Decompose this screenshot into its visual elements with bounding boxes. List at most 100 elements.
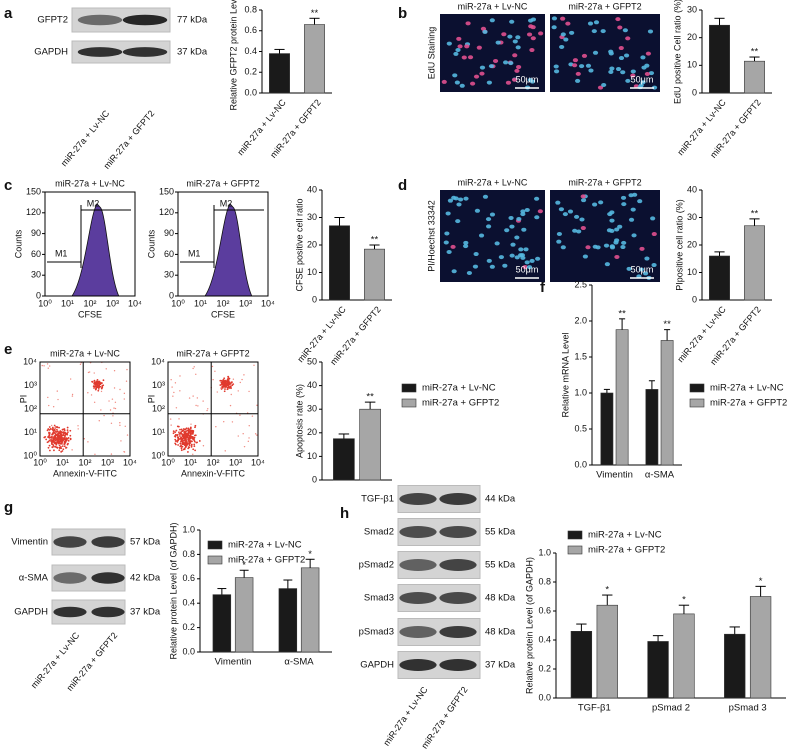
cell-nucleus: [473, 74, 480, 79]
event-dot: [187, 433, 190, 435]
y-tick-label: 10³: [152, 380, 165, 390]
cell-nucleus: [580, 194, 586, 199]
blot-band: [399, 526, 437, 538]
event-dot: [187, 451, 189, 453]
plot-frame: [167, 361, 259, 457]
event-dot: [100, 390, 103, 393]
cell-nucleus: [485, 224, 492, 229]
event-dot: [123, 392, 126, 395]
legend-swatch: [689, 383, 705, 393]
y-tick-label: 0.8: [182, 549, 195, 559]
x-tick-label: 10¹: [184, 457, 197, 467]
event-dot: [94, 453, 96, 455]
image-title: miR-27a + Lv-NC: [458, 1, 528, 11]
significance: **: [751, 47, 759, 58]
image-side-label: EdU Staining: [426, 27, 436, 80]
event-dot: [97, 387, 100, 390]
cell-nucleus: [520, 255, 526, 260]
plot-title: miR-27a + GFPT2: [186, 178, 259, 188]
legend-label: miR-27a + GFPT2: [228, 555, 305, 566]
cell-nucleus: [467, 55, 474, 60]
protein-label: pSmad3: [359, 627, 394, 638]
event-dot: [175, 407, 178, 409]
y-tick-label: 2.0: [574, 315, 587, 325]
kda-label: 44 kDa: [485, 494, 516, 505]
event-dot: [113, 407, 115, 409]
event-dot: [171, 386, 173, 388]
event-dot: [192, 453, 194, 456]
x-tick-label: 10⁰: [171, 298, 185, 308]
event-dot: [181, 442, 184, 445]
event-dot: [229, 404, 232, 407]
cell-nucleus: [455, 219, 461, 224]
event-dot: [183, 436, 186, 438]
cell-nucleus: [474, 208, 481, 213]
cell-nucleus: [638, 267, 644, 272]
y-tick-label: 50: [307, 356, 317, 366]
plot-frame: [39, 361, 131, 457]
cell-nucleus: [580, 226, 586, 231]
cell-nucleus: [609, 218, 615, 223]
cell-nucleus: [503, 60, 509, 65]
bar: [744, 60, 765, 94]
event-dot: [59, 430, 62, 432]
cell-nucleus: [560, 16, 566, 21]
y-tick-label: 10⁴: [23, 356, 37, 366]
legend-label: miR-27a + Lv-NC: [228, 540, 302, 551]
y-tick-label: 0.0: [244, 87, 257, 97]
blot-band: [439, 626, 477, 638]
event-dot: [114, 407, 117, 410]
event-dot: [256, 404, 258, 406]
cell-nucleus: [620, 245, 626, 250]
y-tick-label: 10: [307, 451, 317, 461]
x-tick-label: 10⁴: [128, 298, 142, 308]
event-dot: [87, 441, 89, 443]
event-dot: [99, 381, 102, 384]
event-dot: [69, 378, 72, 380]
event-dot: [114, 401, 117, 403]
event-dot: [93, 382, 96, 385]
kda-label: 48 kDa: [485, 627, 516, 638]
y-tick-label: 0: [312, 474, 317, 484]
x-tick-label: 10²: [83, 298, 96, 308]
y-tick-label: 0.5: [574, 423, 587, 433]
bar: [300, 567, 320, 653]
x-axis-label: Annexin-V-FITC: [53, 468, 118, 478]
event-dot: [195, 404, 197, 407]
event-dot: [64, 431, 67, 434]
blot-band: [399, 659, 437, 671]
y-tick-label: 0: [692, 87, 697, 97]
cell-nucleus: [575, 78, 581, 83]
event-dot: [52, 429, 55, 431]
event-dot: [169, 418, 172, 420]
event-dot: [230, 393, 232, 396]
event-dot: [55, 443, 58, 446]
cell-nucleus: [576, 229, 582, 234]
plot-frame: [177, 191, 269, 297]
event-dot: [220, 387, 222, 389]
y-tick-label: 0.0: [538, 692, 551, 702]
cell-nucleus: [585, 63, 592, 68]
significance: **: [751, 208, 759, 219]
cell-nucleus: [457, 44, 463, 49]
event-dot: [61, 431, 64, 434]
cell-nucleus: [614, 254, 620, 259]
blot-band: [77, 47, 123, 57]
event-dot: [112, 415, 114, 417]
kda-label: 55 kDa: [485, 527, 516, 538]
event-dot: [52, 431, 55, 434]
cell-nucleus: [502, 263, 508, 268]
cell-nucleus: [518, 247, 524, 252]
event-dot: [175, 429, 178, 432]
gate-label: M1: [55, 248, 68, 258]
event-dot: [174, 431, 177, 434]
event-dot: [126, 434, 129, 436]
event-dot: [192, 437, 195, 440]
event-dot: [185, 439, 187, 442]
event-dot: [59, 446, 62, 448]
event-dot: [191, 435, 194, 438]
event-dot: [50, 436, 53, 439]
cell-nucleus: [600, 29, 606, 34]
cell-nucleus: [560, 32, 566, 37]
legend-label: miR-27a + Lv-NC: [588, 530, 662, 541]
